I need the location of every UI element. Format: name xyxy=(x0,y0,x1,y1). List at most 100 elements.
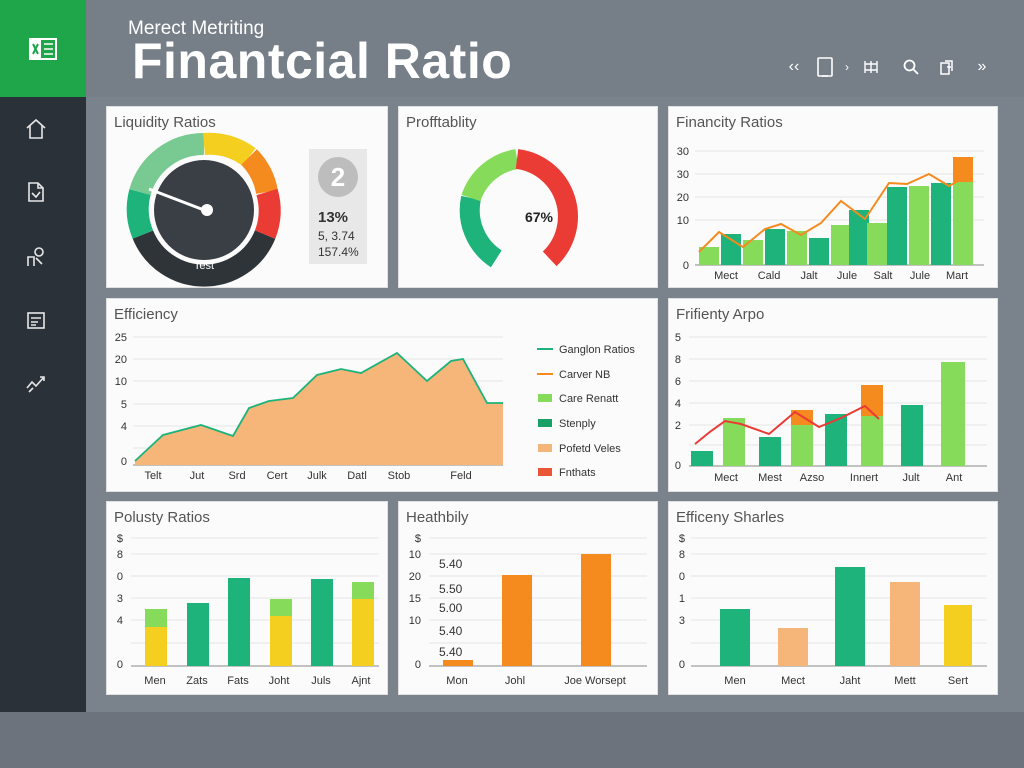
x-tick: Mect xyxy=(714,472,738,484)
x-tick: Azso xyxy=(800,472,824,484)
x-tick: Joe Worsept xyxy=(564,675,626,687)
x-tick: Jut xyxy=(190,470,205,482)
y-tick: 1 xyxy=(679,593,685,605)
panel-title: Polusty Ratios xyxy=(114,509,210,526)
y-tick: 2 xyxy=(675,420,681,432)
y-tick: 30 xyxy=(677,146,689,158)
financity-ratios-panel: Financity Ratios 30 30 20 10 0 Mect Cald… xyxy=(668,106,998,288)
bar xyxy=(352,582,374,599)
y-tick: 6 xyxy=(675,376,681,388)
bar xyxy=(743,240,763,265)
legend-label: Stenply xyxy=(559,418,596,430)
spreadsheet-logo-icon[interactable] xyxy=(0,0,86,97)
y-tick: 5 xyxy=(121,399,127,411)
area-line xyxy=(134,351,503,462)
value-label: 5.40 xyxy=(439,557,463,571)
legend-swatch xyxy=(538,394,552,402)
efficeny-shares-panel: Efficeny Sharles $ 8 0 1 3 0 Men Mect Ja… xyxy=(668,501,998,695)
x-tick: Jule xyxy=(910,270,930,282)
legend-swatch xyxy=(538,444,552,452)
bar xyxy=(887,187,907,265)
document-icon[interactable] xyxy=(22,178,50,206)
bar xyxy=(809,238,829,265)
bar xyxy=(759,437,781,466)
y-tick: 3 xyxy=(117,593,123,605)
x-tick: Innert xyxy=(850,472,878,484)
grid-icon[interactable] xyxy=(860,56,882,78)
trend-icon[interactable] xyxy=(22,369,50,397)
x-tick: Mett xyxy=(894,675,915,687)
gauge-segment-lightgreen xyxy=(129,132,205,196)
value-label: 5.40 xyxy=(439,645,463,659)
profitability-donut: 67% xyxy=(459,149,578,268)
bar xyxy=(944,605,972,666)
bar xyxy=(835,567,865,666)
forward-button[interactable]: » xyxy=(977,58,987,75)
bar xyxy=(909,186,929,265)
x-tick: Salt xyxy=(874,270,893,282)
x-tick: Jult xyxy=(902,472,919,484)
donut-segment-lightgreen xyxy=(461,149,520,202)
legend-label: Ganglon Ratios xyxy=(559,344,635,356)
profitability-panel: Profftablity 67% xyxy=(398,106,658,288)
tablet-icon[interactable] xyxy=(812,56,838,78)
bar xyxy=(228,578,250,666)
y-tick: 4 xyxy=(675,398,681,410)
y-tick: 5 xyxy=(675,332,681,344)
rank-badge: 2 xyxy=(318,157,358,197)
x-tick: Ant xyxy=(946,472,963,484)
y-tick: 0 xyxy=(117,659,123,671)
bar xyxy=(931,183,951,265)
gauge-segment-red xyxy=(254,188,281,239)
stat-tertiary: 157.4% xyxy=(318,245,359,259)
x-tick: Ajnt xyxy=(352,675,371,687)
bar xyxy=(720,609,750,666)
x-tick: Jule xyxy=(837,270,857,282)
bar xyxy=(723,418,745,466)
x-tick: Juls xyxy=(311,675,331,687)
panel-title: Profftablity xyxy=(406,114,477,131)
y-tick: 0 xyxy=(683,260,689,272)
x-tick: Srd xyxy=(228,470,245,482)
bar xyxy=(691,451,713,466)
donut-segment-green xyxy=(459,195,503,268)
export-icon[interactable] xyxy=(936,56,958,78)
x-tick: Mart xyxy=(946,270,968,282)
next-button[interactable]: › xyxy=(845,60,849,74)
gauge-label: Test xyxy=(194,260,214,272)
legend-swatch xyxy=(538,419,552,427)
bar xyxy=(699,247,719,265)
y-tick: 8 xyxy=(679,549,685,561)
panel-title: Efficeny Sharles xyxy=(676,509,785,526)
gauge-needle xyxy=(148,187,205,212)
report-icon[interactable] xyxy=(22,306,50,334)
search-icon[interactable] xyxy=(900,56,922,78)
value-label: 5.00 xyxy=(439,601,463,615)
efficiency-chart: 25 20 10 5 4 0 Telt Jut Srd Cert Julk Da… xyxy=(115,332,636,482)
x-tick: Cald xyxy=(758,270,781,282)
y-tick: 0 xyxy=(117,571,123,583)
home-icon[interactable] xyxy=(22,115,50,143)
bar xyxy=(791,425,813,466)
sidebar xyxy=(0,0,86,712)
gauge-segment-orange xyxy=(240,149,278,195)
shares-chart: $ 8 0 1 3 0 Men Mect Jaht Mett Sert xyxy=(679,533,987,687)
heathbily-panel: Heathbily $ 10 20 15 10 0 5.40 5.50 5.00… xyxy=(398,501,658,695)
legend-label: Carver NB xyxy=(559,369,610,381)
trend-line xyxy=(694,404,880,445)
y-tick: 3 xyxy=(679,615,685,627)
bar xyxy=(861,416,883,466)
x-tick: Jaht xyxy=(840,675,861,687)
bar xyxy=(352,599,374,666)
profitability-value: 67% xyxy=(525,209,554,225)
share-icon[interactable] xyxy=(22,243,50,271)
back-button[interactable]: ‹‹ xyxy=(788,58,800,75)
x-tick: Men xyxy=(144,675,165,687)
panel-title: Frifienty Arpo xyxy=(676,306,765,323)
bar xyxy=(787,231,807,265)
x-tick: Stob xyxy=(388,470,411,482)
bar xyxy=(849,210,869,265)
liquidity-ratios-panel: Liquidity Ratios Test 2 13% 5, 3.74 157.… xyxy=(106,106,388,288)
stat-secondary: 5, 3.74 xyxy=(318,229,355,243)
bar xyxy=(831,225,851,265)
